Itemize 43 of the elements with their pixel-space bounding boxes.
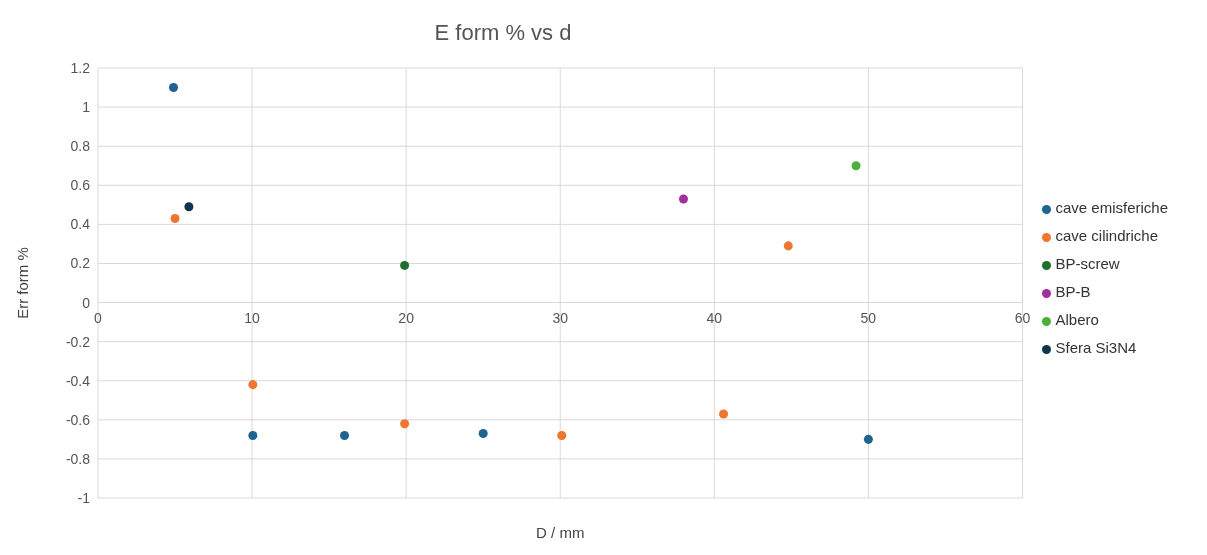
y-tick-label: 1 (82, 99, 91, 116)
y-tick-label: 0.8 (70, 138, 91, 155)
y-tick-label: -0.2 (65, 333, 91, 350)
point (719, 409, 729, 419)
legend-label: cave cilindriche (1055, 227, 1158, 244)
x-axis-title: D / mm (536, 524, 585, 541)
point (863, 434, 873, 444)
y-tick-label: -0.4 (65, 372, 91, 389)
x-tick-label: 60 (1014, 309, 1031, 326)
x-tick-label: 10 (244, 309, 261, 326)
y-tick-label: 0.2 (70, 255, 91, 272)
y-tick-label: -0.6 (65, 411, 91, 428)
point (184, 202, 194, 212)
x-tick-label: 30 (552, 309, 569, 326)
point (400, 419, 410, 429)
y-tick-label: 0 (82, 294, 91, 311)
point (170, 213, 180, 224)
y-tick-label: 1.2 (70, 59, 91, 76)
y-tick-label: 0.4 (70, 216, 91, 233)
point (340, 430, 350, 440)
legend-label: BP-B (1055, 283, 1091, 300)
legend-label: cave emisferiche (1055, 199, 1168, 216)
point (783, 241, 793, 251)
point (478, 428, 488, 439)
legend-label: Sfera Si3N4 (1055, 339, 1137, 356)
x-tick-label: 0 (94, 309, 103, 326)
x-tick-label: 50 (860, 309, 877, 326)
point (248, 380, 258, 390)
y-tick-label: -0.8 (65, 450, 91, 467)
legend-label: BP-screw (1055, 255, 1120, 272)
y-tick-label: -1 (77, 489, 91, 506)
y-axis-title: Err form % (14, 247, 32, 319)
x-tick-label: 40 (706, 309, 723, 326)
y-tick-label: 0.6 (70, 177, 91, 194)
chart-title: E form % vs d (433, 20, 573, 46)
point (248, 430, 258, 440)
x-tick-label: 20 (398, 309, 415, 326)
legend-label: Albero (1055, 311, 1099, 328)
point (168, 83, 179, 93)
point (678, 194, 688, 204)
point (557, 430, 567, 440)
point (851, 161, 861, 171)
point (400, 260, 410, 270)
